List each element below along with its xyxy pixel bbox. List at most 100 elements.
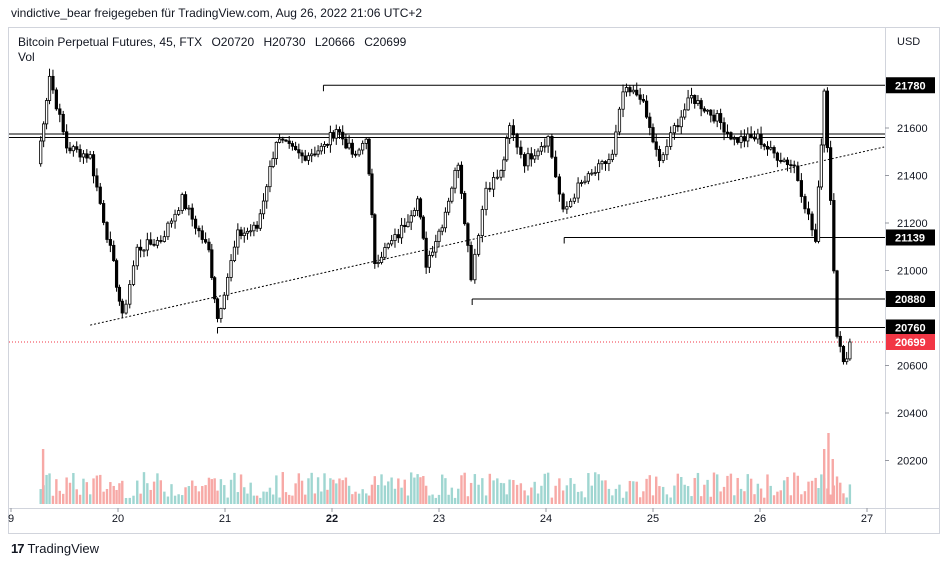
- candle-body: [466, 223, 470, 246]
- candle-body: [75, 146, 79, 150]
- volume-bar: [706, 479, 709, 504]
- volume-bar: [625, 491, 628, 504]
- candle-body: [782, 159, 786, 162]
- candle-body: [306, 155, 311, 161]
- time-tick-label: 21: [219, 513, 231, 525]
- legend-volume-label[interactable]: Vol: [18, 50, 35, 64]
- volume-bar: [85, 482, 89, 504]
- price-tick-label: 21200: [897, 218, 928, 230]
- candle-body: [197, 227, 201, 232]
- volume-bar: [848, 484, 852, 504]
- candle-body: [265, 186, 269, 202]
- legend-open: O20720: [211, 35, 255, 49]
- volume-bar: [146, 483, 149, 504]
- candle-body: [108, 239, 112, 246]
- volume-bar: [820, 474, 823, 504]
- volume-bar: [428, 495, 431, 504]
- candle-body: [628, 87, 632, 93]
- candle-body: [624, 87, 629, 93]
- volume-bar: [307, 478, 310, 504]
- volume-bar: [365, 493, 368, 504]
- volume-bar: [213, 478, 216, 504]
- volume-bar: [756, 483, 760, 504]
- candle-body: [715, 113, 719, 122]
- volume-bar: [284, 492, 288, 504]
- candle-body: [337, 129, 342, 133]
- candle-body: [200, 230, 204, 240]
- volume-bar: [390, 477, 393, 504]
- volume-bar: [45, 474, 48, 504]
- volume-bar: [313, 493, 317, 504]
- candle-body: [590, 172, 594, 175]
- volume-bar: [226, 497, 229, 504]
- volume-bar: [246, 493, 249, 504]
- volume-bar: [376, 484, 380, 504]
- candle-body: [762, 144, 766, 147]
- volume-bar: [310, 472, 313, 504]
- volume-bar: [180, 495, 184, 504]
- candle-body: [229, 260, 233, 278]
- volume-bar: [719, 491, 722, 504]
- candle-body: [579, 182, 584, 184]
- volume-bar: [502, 483, 506, 504]
- candle-body: [303, 155, 307, 161]
- price-level-label: 20880: [895, 294, 926, 306]
- candle-body: [51, 75, 55, 91]
- candle-body: [245, 230, 250, 234]
- volume-bar: [291, 495, 294, 504]
- candle-body: [792, 164, 796, 167]
- volume-bar: [259, 497, 262, 504]
- candle-body: [102, 203, 106, 223]
- footer-brand[interactable]: TradingView: [27, 541, 100, 556]
- volume-bar: [287, 494, 291, 504]
- volume-bar: [457, 488, 460, 504]
- share-caption: vindictive_bear freigegeben für TradingV…: [11, 6, 423, 20]
- candle-body: [789, 164, 793, 167]
- volume-bar: [142, 472, 146, 504]
- candle-body: [572, 197, 576, 202]
- volume-bar: [413, 477, 416, 504]
- candle-body: [149, 239, 153, 245]
- candle-body: [772, 147, 776, 154]
- time-tick-label: 27: [861, 513, 873, 525]
- candle-body: [702, 108, 706, 112]
- volume-bar: [807, 481, 810, 504]
- candle-body: [319, 145, 323, 152]
- legend-symbol-row: Bitcoin Perpetual Futures, 45, FTX O2072…: [18, 35, 406, 50]
- price-level-badge: [886, 77, 935, 94]
- volume-bar: [508, 479, 511, 504]
- volume-bar: [628, 480, 632, 504]
- candle-body: [561, 193, 565, 210]
- volume-bar: [463, 472, 466, 504]
- volume-bar: [400, 487, 403, 504]
- volume-bar: [519, 483, 523, 504]
- candle-body: [281, 138, 285, 141]
- price-level-badge: [886, 291, 935, 307]
- volume-bar: [252, 495, 256, 504]
- volume-bar: [39, 489, 42, 504]
- candle-body: [583, 180, 587, 183]
- candle-body: [814, 229, 818, 242]
- candle-body: [508, 125, 512, 139]
- time-axis: 9 20 21 22 23 24 25 26 27: [8, 508, 873, 525]
- volume-bar: [344, 477, 348, 504]
- legend-high: H20730: [263, 35, 306, 49]
- candle-body: [434, 241, 438, 253]
- candle-body: [799, 180, 803, 197]
- volume-bar: [515, 484, 519, 504]
- volume-bar: [249, 482, 252, 504]
- candle-body: [255, 224, 259, 229]
- volume-bar: [393, 488, 397, 504]
- candle-body: [739, 136, 743, 143]
- candle-body: [829, 147, 833, 201]
- candle-body: [456, 164, 460, 171]
- volume-bar: [236, 492, 240, 504]
- candle-body: [825, 90, 830, 149]
- candle-body: [297, 149, 301, 154]
- volume-bar: [523, 490, 526, 504]
- volume-bar: [223, 485, 226, 504]
- candle-body: [621, 91, 625, 110]
- candle-body: [476, 235, 481, 255]
- volume-bar: [406, 495, 410, 504]
